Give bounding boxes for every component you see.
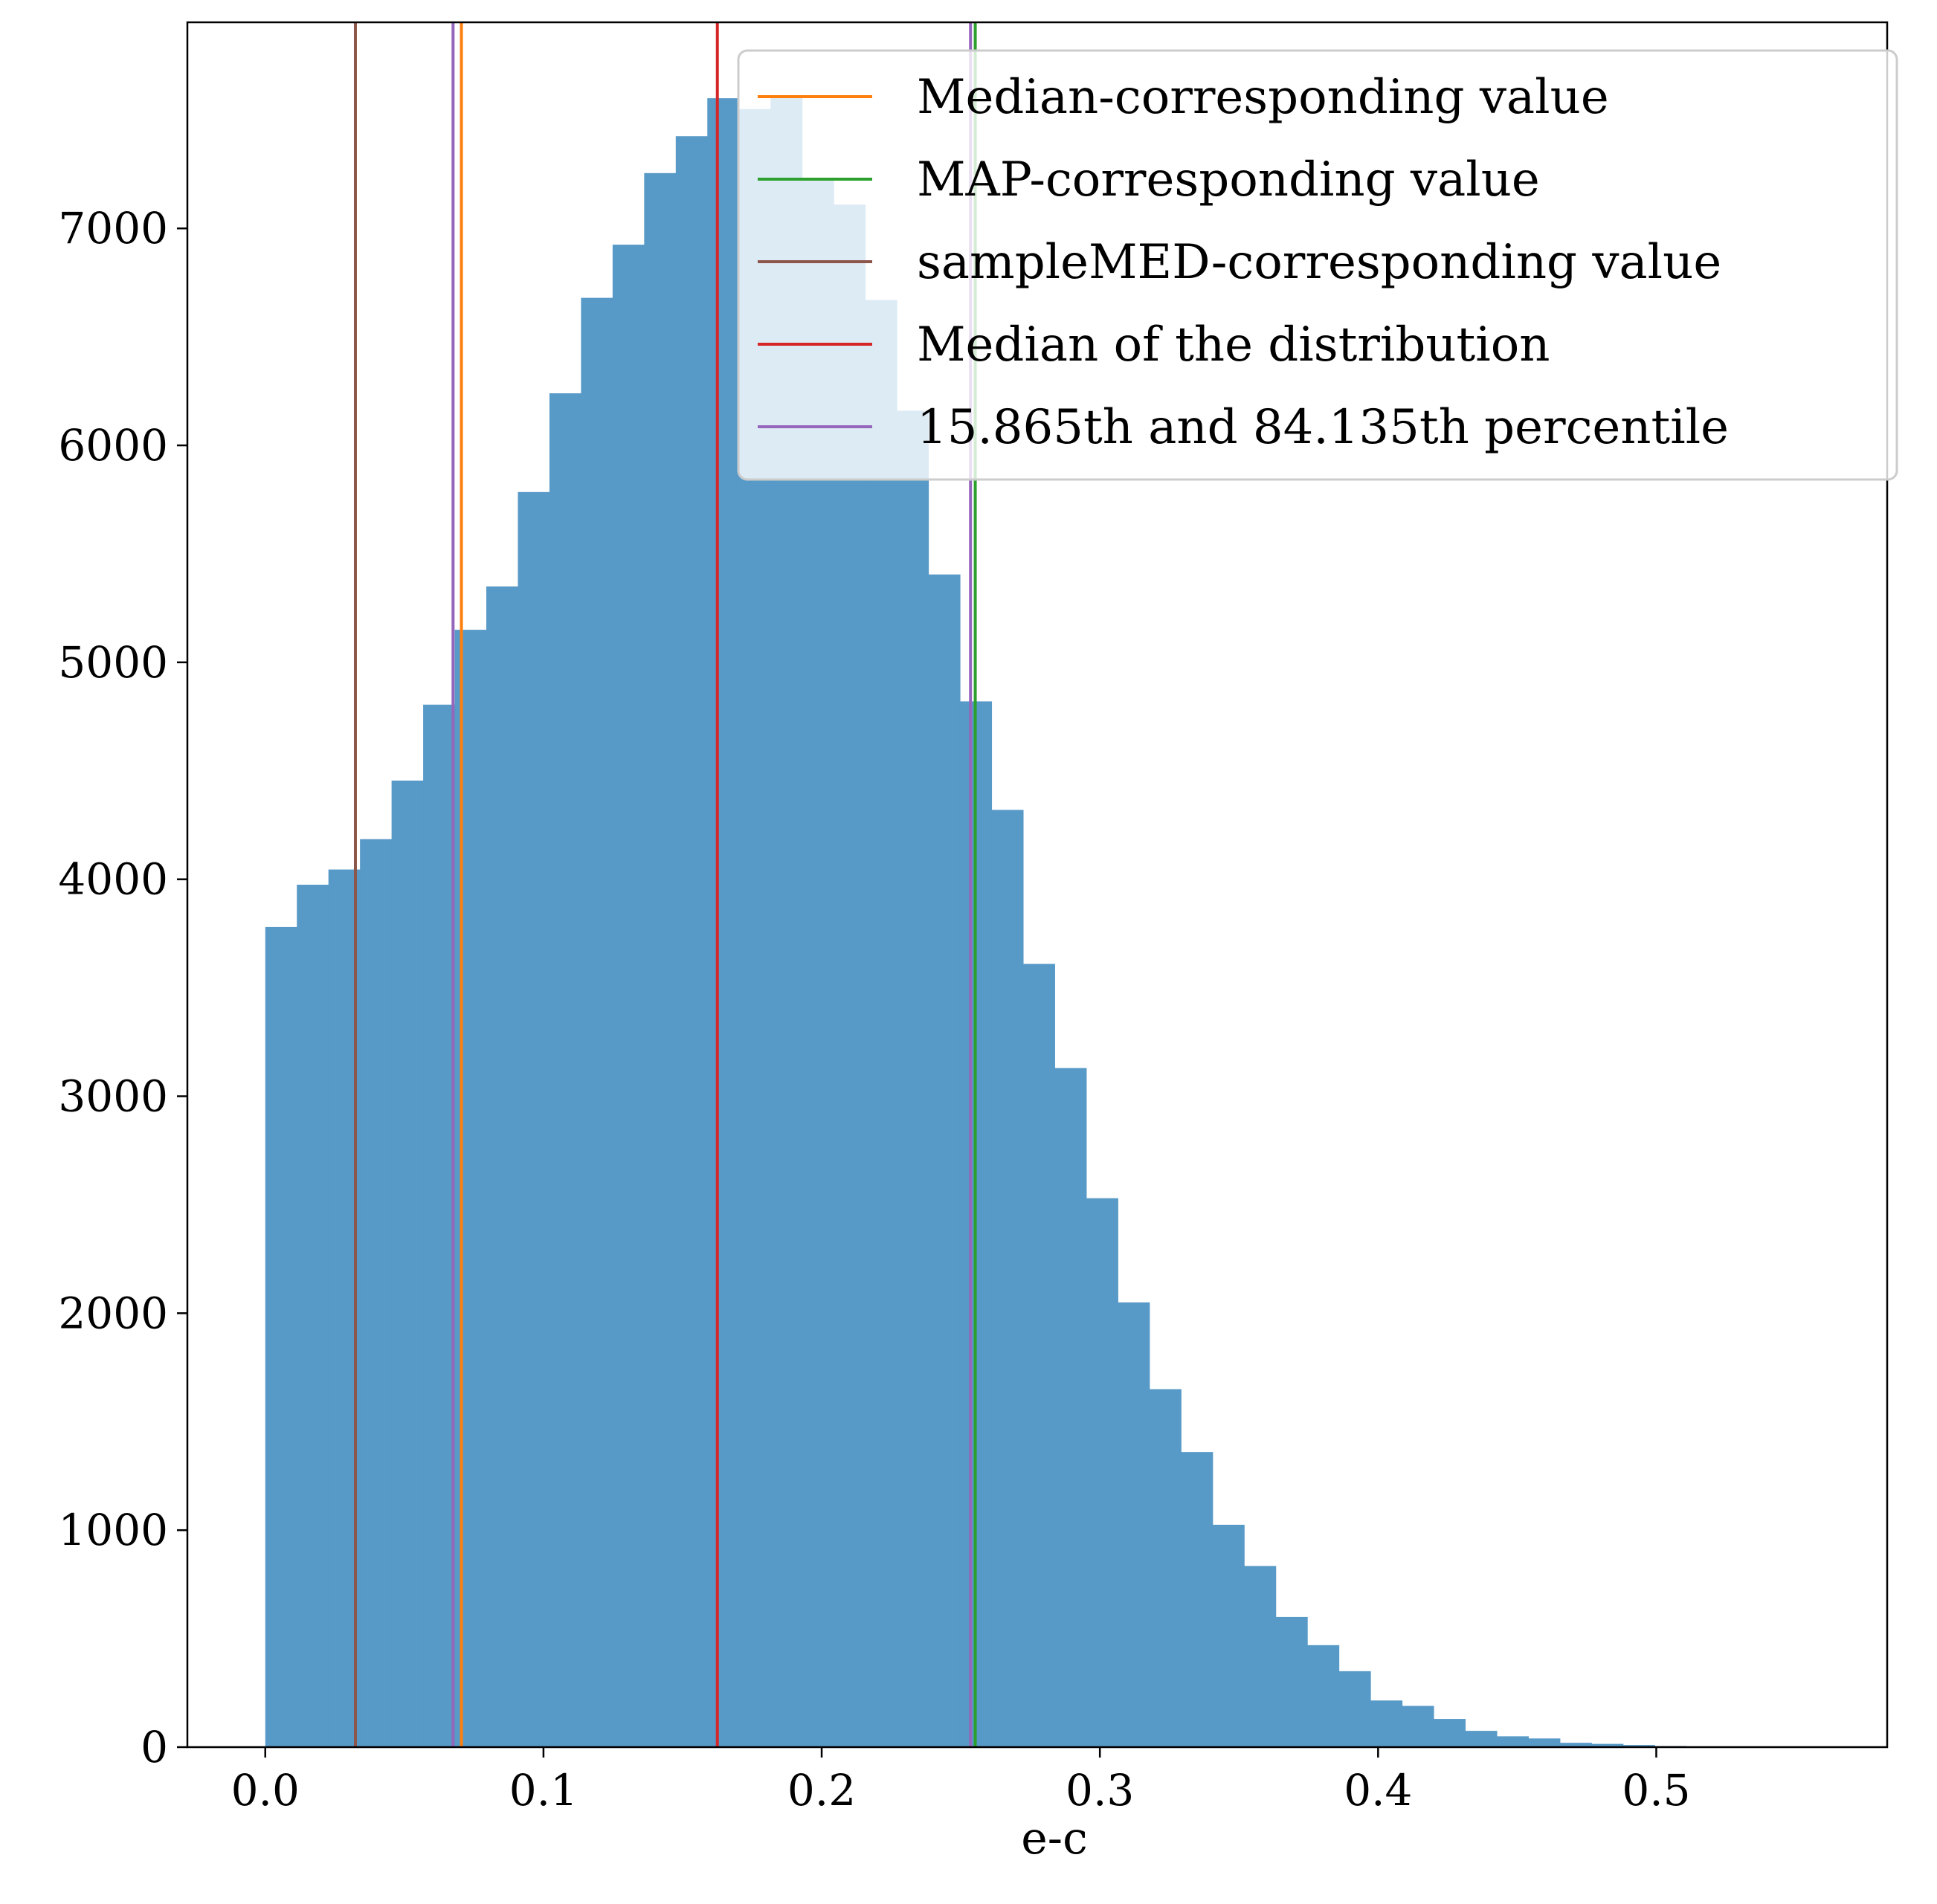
histogram-bar — [897, 410, 929, 1748]
histogram-bar — [991, 810, 1024, 1747]
histogram-bar — [423, 704, 456, 1748]
x-tick-label: 0.0 — [231, 1765, 300, 1816]
legend-label: 15.865th and 84.135th percentile — [917, 400, 1729, 455]
histogram-bar — [1307, 1645, 1340, 1747]
legend-box — [737, 49, 1898, 481]
x-tick-label: 0.2 — [787, 1765, 856, 1816]
histogram-bar — [707, 98, 740, 1747]
x-axis-title: e-c — [1021, 1813, 1087, 1865]
histogram-bar — [454, 630, 487, 1747]
histogram-bar — [1118, 1302, 1150, 1747]
legend-label: MAP-corresponding value — [917, 152, 1540, 207]
histogram-bar — [391, 780, 424, 1747]
histogram-bar — [644, 172, 677, 1747]
histogram-bar — [1559, 1743, 1592, 1747]
histogram-bar — [928, 574, 961, 1747]
y-tick-label: 2000 — [58, 1288, 168, 1338]
histogram-bar — [612, 245, 645, 1747]
histogram-bar — [1433, 1719, 1466, 1747]
histogram-bar — [1275, 1616, 1308, 1747]
y-tick-label: 4000 — [58, 854, 168, 905]
histogram-bar — [360, 839, 393, 1747]
histogram-bar — [865, 300, 897, 1748]
y-tick-label: 5000 — [58, 637, 168, 688]
histogram-bar — [1149, 1389, 1182, 1747]
y-tick-label: 6000 — [58, 420, 168, 471]
histogram-bar — [1528, 1738, 1561, 1747]
histogram-bar — [1244, 1566, 1277, 1747]
histogram-bar — [1496, 1736, 1529, 1747]
histogram-bar — [1212, 1524, 1245, 1747]
histogram-bar — [518, 491, 550, 1747]
histogram-bar — [1086, 1198, 1118, 1747]
histogram-bar — [1022, 964, 1055, 1747]
x-tick-label: 0.3 — [1066, 1765, 1134, 1816]
legend: Median-corresponding value MAP-correspond… — [737, 49, 1898, 481]
histogram-bar — [1402, 1705, 1434, 1747]
y-tick-label: 7000 — [58, 203, 168, 254]
x-tick-label: 0.1 — [509, 1765, 578, 1816]
histogram-bar — [1338, 1671, 1371, 1747]
histogram-bar — [1591, 1743, 1624, 1747]
histogram-bar — [265, 926, 297, 1747]
histogram-bar — [581, 297, 613, 1748]
x-tick-label: 0.5 — [1622, 1765, 1690, 1816]
histogram-bar — [486, 586, 519, 1747]
y-tick-label: 3000 — [58, 1071, 168, 1122]
histogram-bar — [1622, 1745, 1655, 1747]
legend-label: Median-corresponding value — [917, 70, 1609, 125]
axes: 0.0 0.1 0.2 0.3 0.4 0.5 0 1000 2000 3000 4000 5000 6… — [58, 21, 1889, 1816]
plot-frame — [186, 21, 1889, 1749]
legend-label: sampleMED-corresponding value — [917, 235, 1721, 290]
histogram-bar — [1181, 1452, 1214, 1747]
x-tick-label: 0.4 — [1344, 1765, 1412, 1816]
legend-label: Median of the distribution — [917, 317, 1550, 372]
y-tick-label: 0 — [141, 1722, 168, 1772]
y-tick-label: 1000 — [58, 1505, 168, 1555]
histogram-bar — [1370, 1700, 1403, 1747]
histogram-bars — [265, 96, 1814, 1748]
histogram-bar — [1465, 1731, 1498, 1747]
histogram-bar — [297, 885, 329, 1747]
histogram-bar — [549, 393, 582, 1748]
histogram-bar — [675, 136, 708, 1748]
histogram-bar — [1054, 1068, 1087, 1747]
